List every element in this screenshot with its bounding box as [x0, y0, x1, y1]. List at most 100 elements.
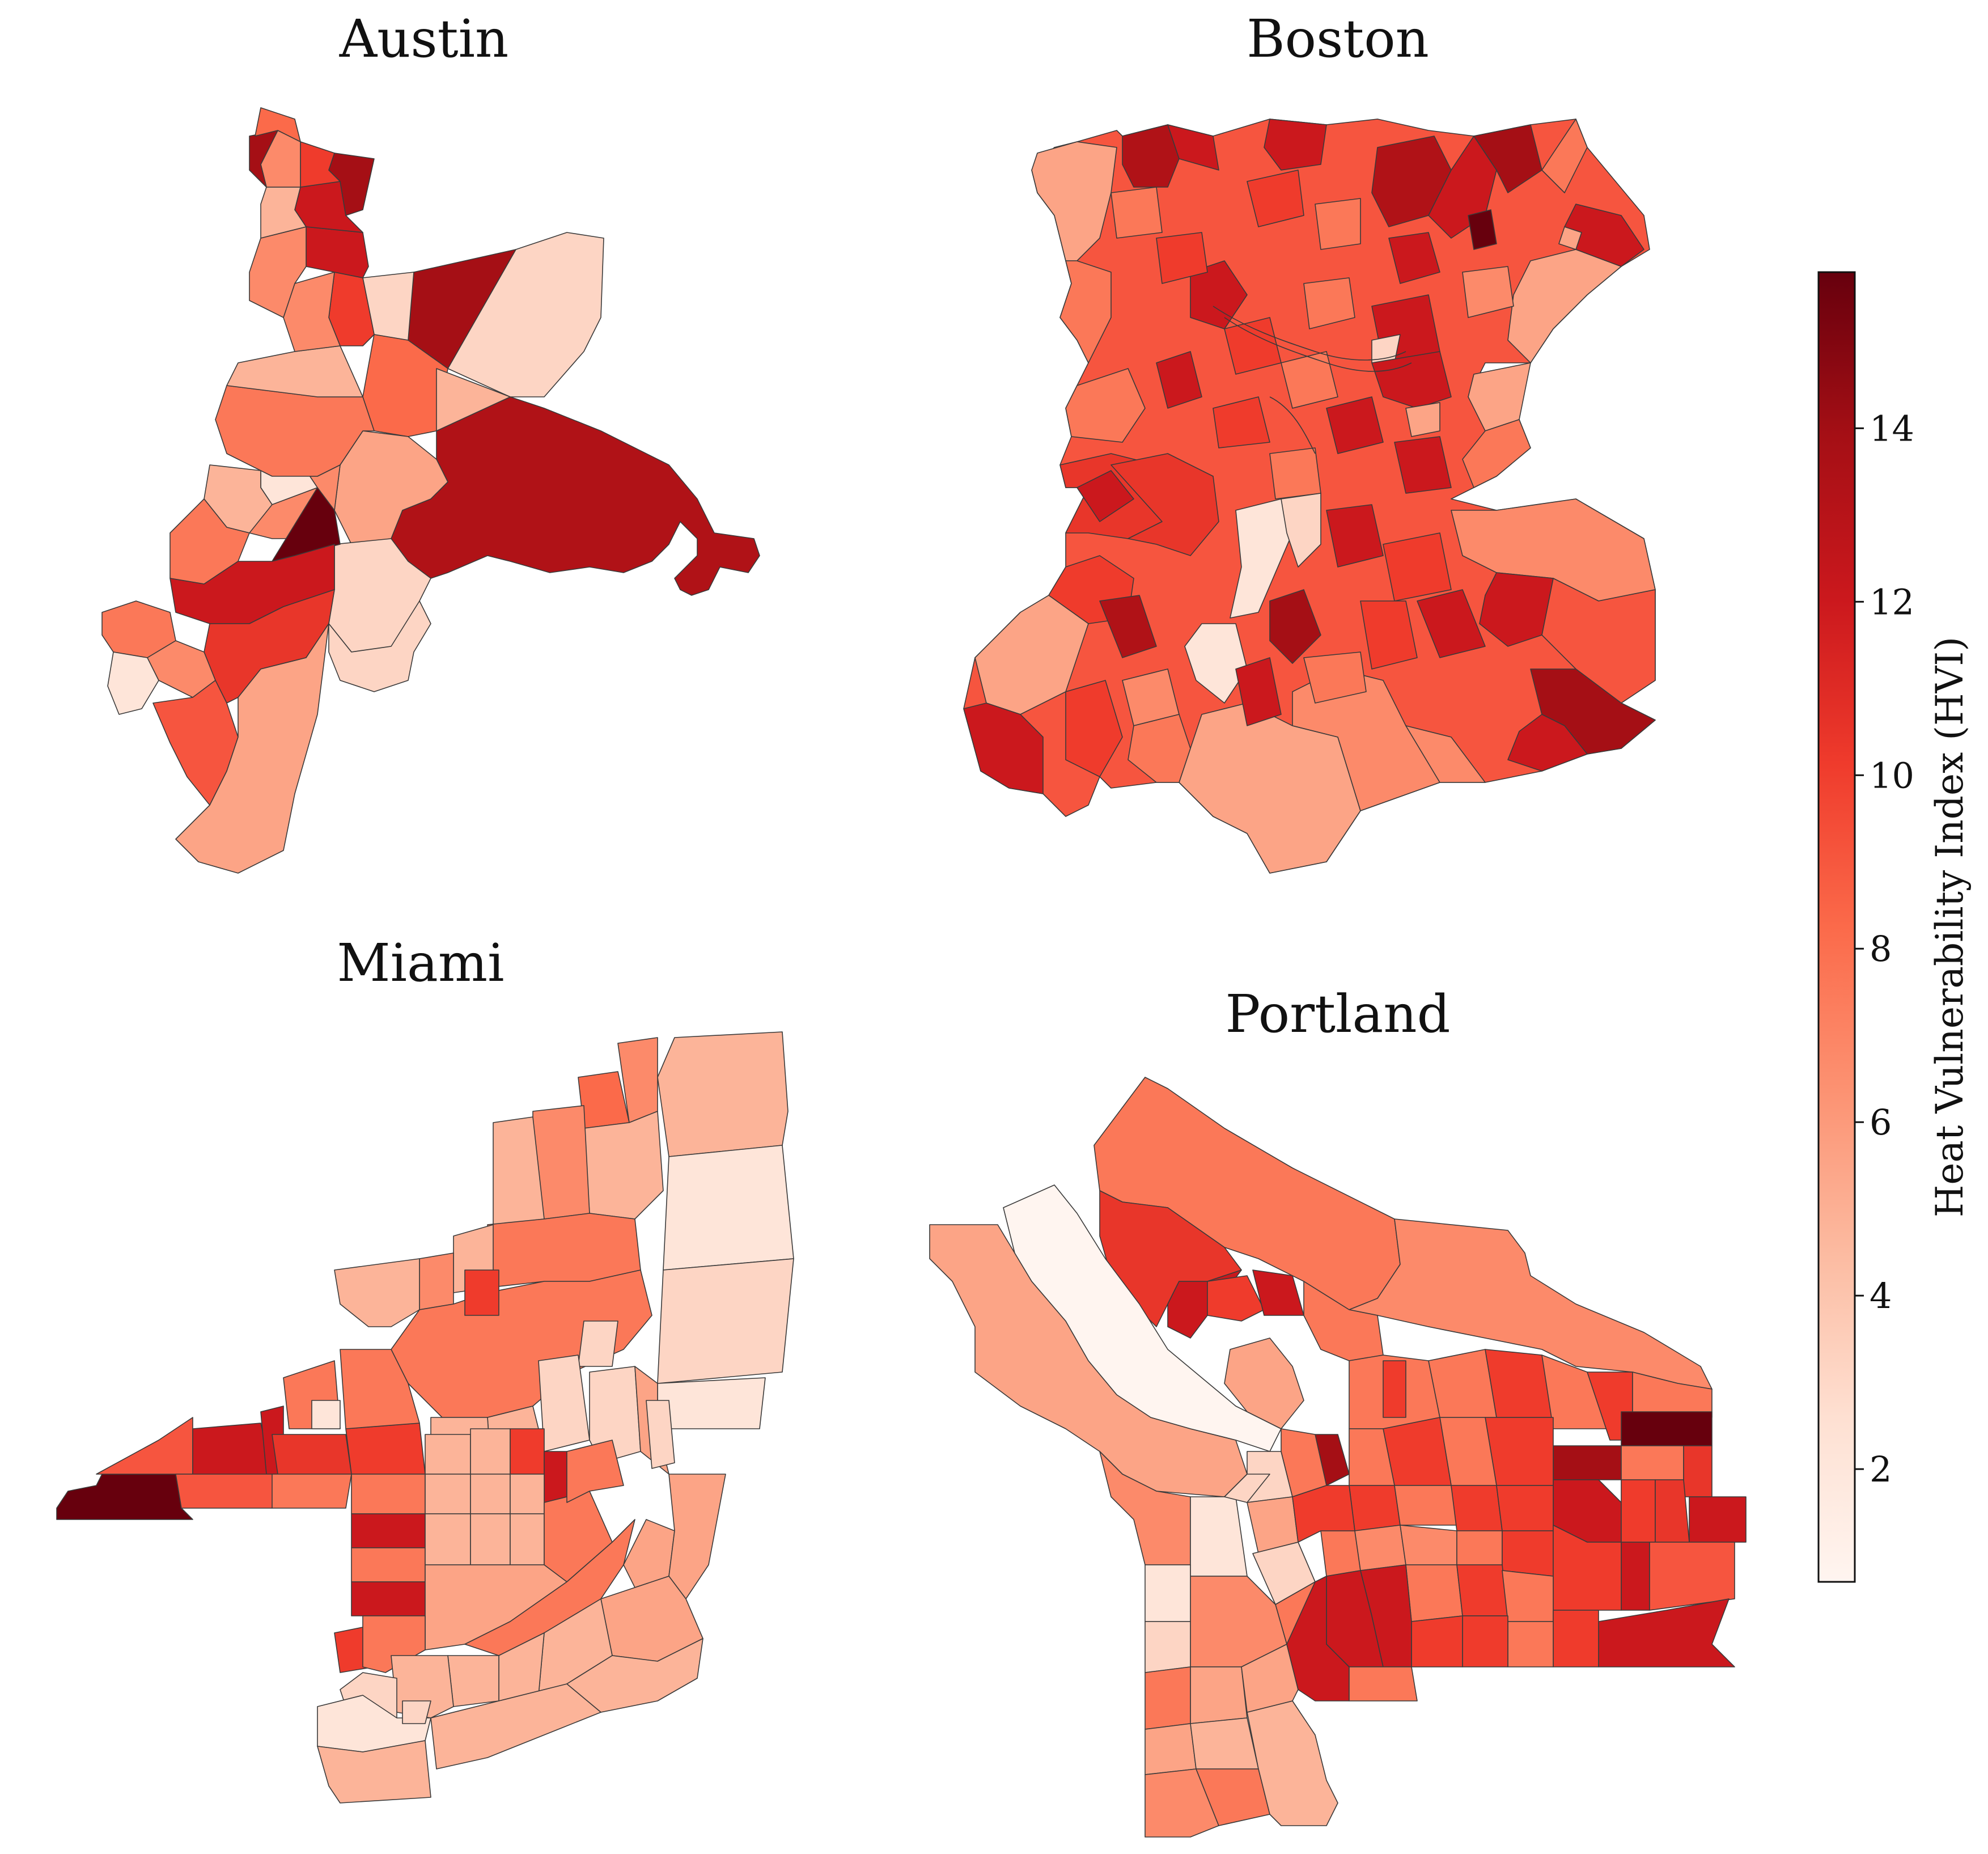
tract [1292, 1485, 1355, 1543]
tract [1145, 1768, 1219, 1838]
tract [272, 1474, 352, 1509]
tract [1456, 1530, 1503, 1565]
colorbar-tick-label: 4 [1870, 1275, 1892, 1317]
tract [963, 702, 1044, 794]
tract [1065, 680, 1123, 777]
tract [1383, 1417, 1452, 1486]
tract [1496, 1485, 1554, 1531]
tract [1354, 1525, 1406, 1571]
tract [328, 600, 431, 692]
tract [1394, 1485, 1457, 1526]
tract [1065, 368, 1146, 443]
tract [1349, 1485, 1401, 1531]
tract [1371, 351, 1452, 409]
tract [1507, 1621, 1554, 1667]
tract [425, 1474, 471, 1514]
tract [657, 1031, 789, 1157]
tract [1383, 1360, 1406, 1418]
map-portland: Portland [929, 984, 1747, 1838]
tract [1479, 572, 1554, 647]
tract [1473, 124, 1542, 193]
tract [1462, 1615, 1508, 1667]
tract [1269, 447, 1321, 500]
tract [425, 1513, 471, 1565]
tract [1184, 623, 1248, 704]
tract [1655, 1479, 1690, 1543]
colorbar-ticks: 2 4 6 8 10 12 14 [1855, 408, 1914, 1490]
tract [538, 1354, 590, 1452]
map-title-portland: Portland [1226, 984, 1451, 1044]
colorbar-tick-label: 2 [1870, 1449, 1892, 1490]
tract [1241, 1644, 1299, 1713]
tract [1190, 260, 1248, 329]
tract [1326, 504, 1384, 568]
tract [464, 1269, 499, 1316]
tract [1145, 1666, 1191, 1730]
map-miami: Miami [56, 933, 794, 1804]
colorbar-tick-label: 8 [1870, 928, 1892, 970]
tract [1417, 589, 1486, 658]
colorbar-tick-label: 6 [1870, 1102, 1892, 1143]
tract [668, 1474, 726, 1599]
tract [1405, 1564, 1463, 1622]
map-title-austin: Austin [339, 9, 509, 69]
colorbar-label: Heat Vulnerability Index (HVI) [1928, 637, 1972, 1217]
tract [425, 1434, 471, 1475]
tract [447, 1655, 499, 1707]
tract [470, 1474, 511, 1514]
tract [646, 1400, 675, 1469]
tract [1264, 118, 1327, 171]
tract [1541, 578, 1656, 704]
tract [663, 1145, 794, 1271]
tract [1349, 1666, 1418, 1701]
tract [1145, 1621, 1191, 1673]
tract [510, 1474, 545, 1514]
tract [1269, 589, 1321, 664]
map-title-boston: Boston [1247, 9, 1429, 69]
tract [351, 1581, 426, 1616]
tract [1247, 1700, 1338, 1826]
tract [1059, 260, 1112, 363]
tract [1145, 1564, 1191, 1622]
tract [1320, 1530, 1361, 1577]
tract [1235, 657, 1282, 726]
map-boston: Boston [963, 9, 1656, 874]
tract [583, 1111, 664, 1220]
tract [578, 1320, 618, 1367]
tract [1110, 187, 1163, 239]
tract [1247, 170, 1304, 227]
tract [1621, 1479, 1656, 1543]
tract [1156, 351, 1202, 409]
tract [1405, 402, 1440, 437]
tract [1190, 1496, 1248, 1577]
tract [1190, 1717, 1259, 1770]
tract [1451, 1485, 1503, 1531]
tract [1127, 714, 1191, 783]
tract [1213, 396, 1270, 448]
tract [1224, 1474, 1270, 1503]
colorbar-tick-label: 14 [1870, 408, 1914, 449]
tract [192, 1423, 273, 1480]
tract [430, 1683, 601, 1770]
tract [1394, 436, 1452, 494]
tract [1400, 1525, 1457, 1565]
tract [1468, 209, 1497, 250]
tract [1156, 232, 1208, 284]
tract [544, 1451, 567, 1503]
tract [1099, 595, 1157, 658]
tract [1502, 1570, 1554, 1622]
tract [589, 1366, 641, 1463]
tract [175, 1474, 278, 1509]
tract [1598, 1598, 1735, 1667]
tract [578, 1071, 630, 1129]
tract [1076, 470, 1134, 522]
map-austin: Austin [101, 9, 760, 874]
tract [419, 1252, 454, 1310]
tract [1462, 266, 1514, 318]
tract [1507, 714, 1588, 772]
tract [1224, 1337, 1304, 1429]
tract [657, 1258, 794, 1384]
tract [351, 1547, 426, 1582]
tract [1281, 351, 1338, 409]
